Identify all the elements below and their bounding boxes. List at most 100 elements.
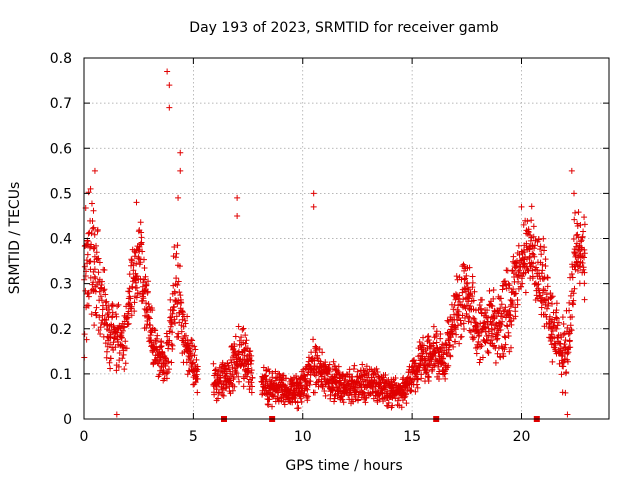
data-point — [437, 330, 444, 337]
data-point — [571, 190, 577, 197]
data-point — [401, 394, 408, 401]
data-point — [134, 273, 141, 280]
data-point — [567, 344, 574, 351]
data-point — [565, 349, 572, 356]
data-point — [240, 325, 247, 332]
data-point — [539, 267, 546, 274]
data-point — [131, 308, 138, 315]
data-point — [577, 222, 584, 229]
data-point — [407, 388, 414, 395]
data-point — [453, 331, 460, 338]
data-point — [145, 314, 152, 321]
data-point — [322, 392, 329, 399]
data-point — [147, 332, 154, 339]
data-point — [87, 185, 94, 192]
data-point — [119, 327, 126, 334]
data-point — [165, 358, 172, 365]
data-point — [241, 375, 248, 382]
data-point — [560, 363, 567, 370]
data-point — [351, 362, 358, 369]
data-point — [571, 285, 578, 292]
data-point — [482, 324, 489, 331]
data-point — [470, 315, 477, 322]
x-axis-label: GPS time / hours — [285, 458, 402, 474]
data-point — [158, 343, 165, 350]
data-point — [581, 221, 588, 228]
data-point — [469, 273, 476, 280]
data-point — [506, 348, 513, 355]
data-point — [297, 395, 304, 402]
data-point — [534, 267, 541, 274]
data-point — [98, 278, 105, 285]
data-point — [542, 256, 549, 263]
data-point — [379, 389, 386, 396]
data-point — [193, 367, 200, 374]
data-point — [174, 300, 181, 307]
data-point — [98, 297, 105, 304]
data-point — [246, 386, 253, 393]
data-point — [116, 350, 123, 357]
data-point — [326, 383, 333, 390]
data-point — [163, 375, 170, 382]
data-point — [500, 353, 507, 360]
data-point — [215, 368, 222, 375]
data-point — [353, 388, 360, 395]
data-point — [93, 249, 100, 256]
data-point — [521, 248, 528, 255]
data-point — [559, 359, 566, 366]
data-point — [119, 355, 126, 362]
data-point — [232, 333, 239, 340]
data-point — [392, 375, 399, 382]
data-point — [172, 320, 179, 327]
data-point — [102, 291, 109, 298]
data-point — [581, 280, 588, 287]
data-point — [210, 360, 217, 367]
data-point — [525, 228, 532, 235]
y-tick-label: 0.1 — [50, 367, 72, 383]
data-point — [490, 287, 497, 294]
data-point — [574, 222, 581, 229]
data-point — [414, 376, 421, 383]
data-point — [298, 388, 305, 395]
data-point — [579, 233, 586, 240]
data-point — [537, 246, 544, 253]
data-point — [452, 338, 459, 345]
data-point — [560, 331, 567, 338]
data-point — [445, 362, 452, 369]
data-point — [457, 317, 464, 324]
data-point — [107, 355, 114, 362]
data-point — [90, 207, 97, 214]
data-point — [484, 314, 491, 321]
data-point — [446, 337, 453, 344]
data-point — [570, 297, 577, 304]
data-point — [498, 295, 505, 302]
data-point — [137, 275, 144, 282]
data-point — [376, 391, 383, 398]
data-point — [408, 377, 415, 384]
data-point — [146, 315, 153, 322]
data-point — [141, 276, 148, 283]
data-point — [191, 343, 198, 350]
data-point — [535, 281, 542, 288]
data-point — [441, 370, 448, 377]
data-point — [397, 383, 404, 390]
data-point — [335, 369, 342, 376]
data-point — [548, 294, 555, 301]
data-point — [330, 375, 337, 382]
data-point — [545, 299, 552, 306]
data-point — [138, 234, 145, 241]
data-point — [147, 322, 154, 329]
data-point — [163, 370, 170, 377]
data-point — [248, 389, 255, 396]
data-point — [313, 344, 320, 351]
data-point — [574, 267, 581, 274]
data-point — [359, 372, 366, 379]
data-point — [520, 221, 527, 228]
data-point — [266, 396, 273, 403]
data-point — [521, 261, 528, 268]
data-point — [136, 256, 143, 263]
data-point — [154, 332, 161, 339]
data-point — [130, 262, 137, 269]
data-point — [178, 299, 185, 306]
data-point — [414, 384, 421, 391]
